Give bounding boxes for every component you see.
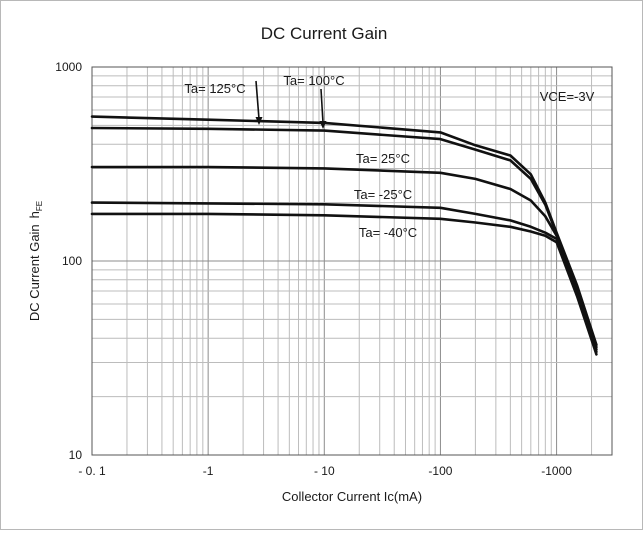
x-tick-label: -1 (203, 464, 214, 478)
series-label-2: Ta= 100°C (283, 73, 344, 88)
x-tick-label: -100 (428, 464, 452, 478)
series-line-1 (90, 115, 598, 347)
x-tick-label: - 0. 1 (78, 464, 106, 478)
series-line-5 (90, 212, 598, 356)
series-line-4 (90, 201, 598, 354)
series-arrowhead-2 (319, 121, 327, 129)
series-label-1: Ta= 125°C (184, 81, 245, 96)
series-label-4: Ta= -25°C (354, 187, 412, 202)
condition-label: VCE=-3V (540, 89, 595, 104)
y-tick-label: 100 (62, 254, 82, 268)
y-axis-label: DC Current Gain hFE (27, 201, 44, 321)
tick-labels: - 0. 1 -1 - 10 -100 -1000 10 100 1000 (55, 60, 572, 478)
series-layer (90, 115, 598, 356)
y-axis-label-symbol: h (27, 211, 42, 218)
plot-frame (91, 66, 613, 456)
y-axis-label-text: DC Current Gain (27, 224, 42, 321)
series-annotations: Ta= 125°C Ta= 100°C Ta= 25°C Ta= -25°C Ta= -… (184, 73, 417, 240)
chart-title: DC Current Gain (261, 24, 388, 43)
y-tick-label: 1000 (55, 60, 82, 74)
series-line-3 (90, 165, 598, 351)
y-axis-label-subscript: FE (35, 201, 44, 211)
series-arrow-2 (320, 88, 324, 124)
y-tick-label: 10 (69, 448, 83, 462)
series-label-3: Ta= 25°C (356, 151, 410, 166)
series-line-2 (90, 126, 598, 349)
series-label-5: Ta= -40°C (359, 225, 417, 240)
x-tick-label: - 10 (314, 464, 335, 478)
series-arrow-1 (255, 80, 260, 120)
x-tick-label: -1000 (541, 464, 572, 478)
x-axis-label: Collector Current Ic(mA) (282, 489, 422, 504)
series-arrowhead-1 (255, 117, 263, 125)
